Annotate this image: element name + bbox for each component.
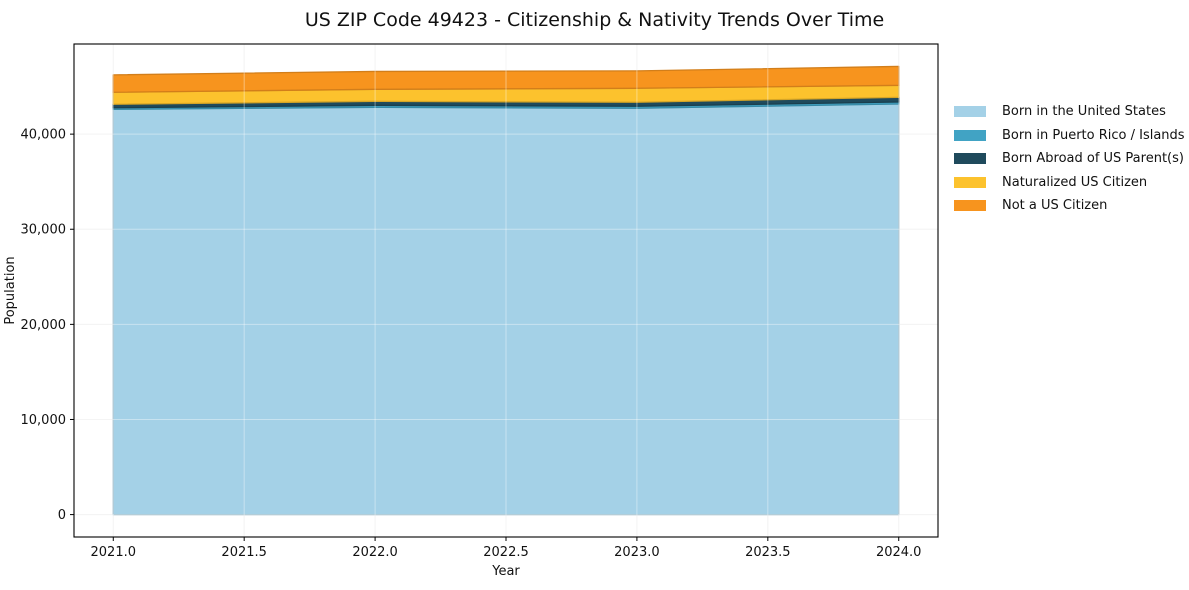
legend-swatch (954, 200, 986, 211)
y-tick-label: 20,000 (21, 318, 67, 333)
y-tick-label: 40,000 (21, 128, 67, 143)
legend-label: Born in the United States (1002, 104, 1166, 119)
legend-item-born-in-puerto-rico-islands: Born in Puerto Rico / Islands (954, 127, 1185, 144)
legend-item-born-in-the-united-states: Born in the United States (954, 103, 1185, 120)
area-chart: 2021.0 2021.5 2022.0 2022.5 2023.0 2023.5 2024… (3, 43, 939, 579)
legend-label: Naturalized US Citizen (1002, 174, 1148, 190)
legend-swatch (954, 106, 986, 117)
x-tick-label: 2022.5 (483, 545, 529, 560)
legend-item-not-a-us-citizen: Not a US Citizen (954, 197, 1185, 214)
area-not-a-us-citizen (112, 65, 900, 93)
legend-label: Born Abroad of US Parent(s) (1002, 151, 1184, 166)
x-tick-label: 2021.5 (221, 545, 267, 560)
legend-label: Not a US Citizen (1002, 198, 1108, 213)
x-tick-label: 2021.0 (91, 545, 137, 560)
x-tick-label: 2023.5 (745, 545, 791, 560)
y-tick-label: 10,000 (21, 413, 67, 428)
y-tick-label: 30,000 (21, 223, 67, 238)
legend-swatch (954, 176, 986, 188)
x-axis-label: Year (491, 564, 520, 579)
legend-swatch (954, 129, 986, 141)
x-tick-label: 2022.0 (352, 545, 398, 560)
legend: Born in the United States Born in Puerto … (954, 103, 1185, 214)
y-tick-label: 0 (58, 508, 66, 523)
chart-title: US ZIP Code 49423 - Citizenship & Nativi… (304, 9, 885, 31)
x-tick-label: 2023.0 (614, 545, 660, 560)
legend-label: Born in Puerto Rico / Islands (1002, 127, 1185, 143)
legend-swatch (954, 153, 986, 164)
y-axis-label: Population (3, 256, 18, 324)
legend-item-born-abroad-of-us-parent-s: Born Abroad of US Parent(s) (954, 150, 1185, 167)
legend-item-naturalized-us-citizen: Naturalized US Citizen (954, 174, 1185, 191)
x-tick-label: 2024.0 (876, 545, 922, 560)
